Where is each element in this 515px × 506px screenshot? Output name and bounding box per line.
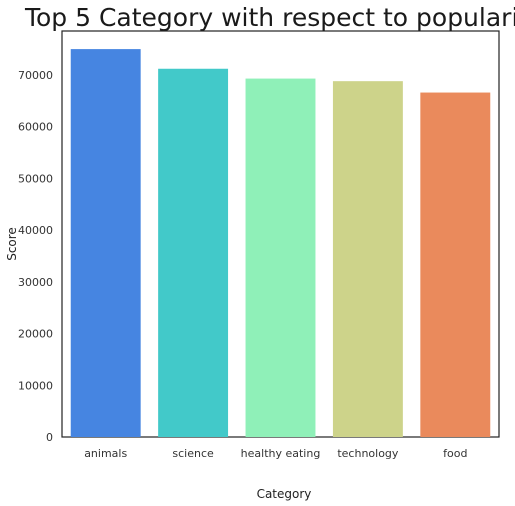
x-tick-label: animals (84, 447, 127, 460)
x-axis-ticks: animals science healthy eating technology fo… (84, 447, 467, 460)
y-tick-label: 20000 (18, 328, 53, 341)
y-tick-label: 0 (46, 431, 53, 444)
x-tick-label: food (443, 447, 467, 460)
y-tick-label: 70000 (18, 69, 53, 82)
bar-food (420, 93, 490, 437)
y-axis-label: Score (5, 227, 19, 261)
y-axis-ticks: 0 10000 20000 30000 40000 50000 60000 70000 (18, 69, 53, 444)
y-tick-label: 60000 (18, 121, 53, 134)
bars-group (71, 49, 491, 437)
y-tick-label: 30000 (18, 276, 53, 289)
bar-science (158, 69, 228, 437)
y-tick-label: 40000 (18, 224, 53, 237)
chart-title: Top 5 Category with respect to popularit… (24, 3, 515, 32)
y-tick-label: 50000 (18, 172, 53, 185)
bar-technology (333, 81, 403, 437)
y-tick-label: 10000 (18, 379, 53, 392)
x-tick-label: healthy eating (241, 447, 321, 460)
bar-animals (71, 49, 141, 437)
x-tick-label: science (172, 447, 214, 460)
bar-healthy-eating (246, 79, 316, 437)
x-tick-label: technology (337, 447, 399, 460)
x-axis-label: Category (257, 487, 312, 501)
